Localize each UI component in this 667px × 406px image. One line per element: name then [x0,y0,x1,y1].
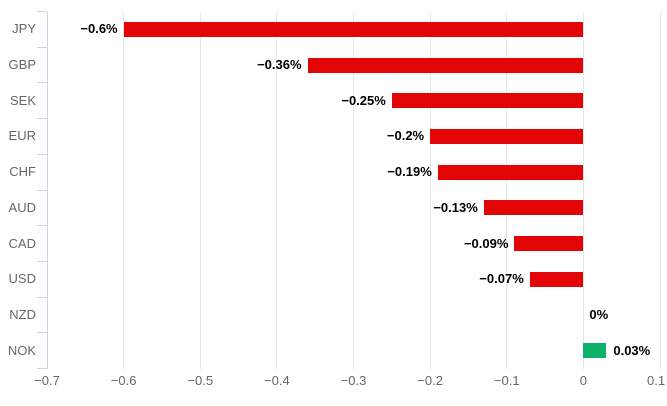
category-axis-tick [37,260,47,262]
x-axis-label: −0.4 [264,372,290,388]
data-label-chf: −0.19% [387,164,432,180]
gridline [353,11,354,369]
category-label-aud: AUD [8,199,36,215]
category-axis-line [46,11,48,369]
gridline [429,11,431,369]
category-axis-tick [37,225,47,227]
x-axis-label: −0.5 [187,372,214,388]
data-label-nzd: 0% [589,306,609,322]
category-label-gbp: GBP [8,57,36,73]
bar-nok [583,343,607,359]
x-axis-label: −0.3 [340,372,367,388]
category-axis-tick [37,118,47,120]
category-label-chf: CHF [9,164,36,180]
x-axis-label: −0.2 [417,372,443,388]
category-label-jpy: JPY [12,21,36,37]
category-label-usd: USD [8,271,36,287]
category-axis-tick [37,46,47,48]
data-label-eur: −0.2% [386,128,425,144]
data-label-sek: −0.25% [341,92,386,108]
data-label-usd: −0.07% [479,271,524,287]
data-label-aud: −0.13% [433,199,478,215]
data-label-jpy: −0.6% [80,21,118,37]
category-axis-tick [37,296,47,298]
bar-eur [430,128,584,144]
category-axis-tick [37,189,47,191]
category-axis-tick [37,332,47,334]
gridline [123,11,125,369]
category-axis-tick [37,11,47,12]
category-label-eur: EUR [8,128,36,144]
category-label-nzd: NZD [9,306,36,322]
bar-sek [391,93,584,109]
category-label-sek: SEK [9,92,36,108]
bar-chf [437,164,584,180]
bar-gbp [307,57,584,73]
category-axis-tick [37,368,47,369]
category-axis-tick [37,153,47,155]
gridline [659,11,661,369]
gridline [582,11,584,369]
data-label-gbp: −0.36% [257,57,302,73]
bar-aud [483,200,584,216]
x-axis-label: 0 [579,372,587,388]
category-axis-tick [37,82,47,84]
x-axis-label: −0.6 [110,372,137,388]
category-label-nok: NOK [7,342,36,358]
gridline [276,11,278,369]
bar-cad [514,236,584,252]
bar-jpy [123,21,584,37]
bar-usd [529,271,584,287]
data-label-nok: 0.03% [613,342,651,358]
gridline [506,11,508,369]
x-axis-label: −0.1 [493,372,520,388]
data-label-cad: −0.09% [463,235,509,251]
x-axis-label: −0.7 [34,372,60,388]
x-axis-label: 0.1 [646,372,666,388]
category-label-cad: CAD [8,235,36,251]
gridline [199,11,201,369]
